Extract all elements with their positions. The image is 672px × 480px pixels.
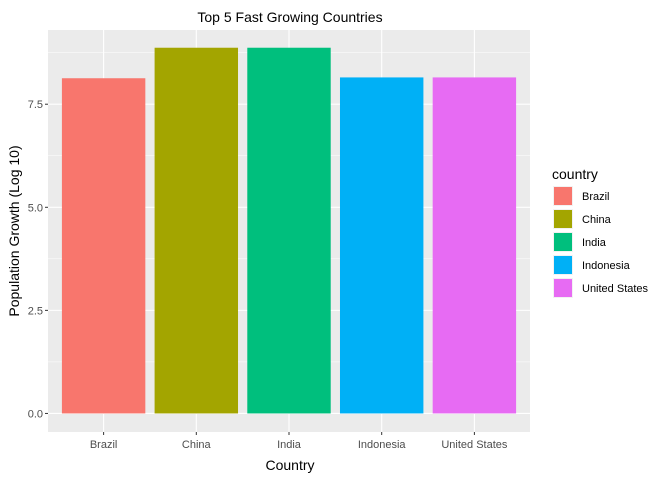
- legend-label: Indonesia: [582, 260, 631, 272]
- y-tick-label: 0.0: [28, 408, 43, 420]
- bar-china: [154, 47, 239, 414]
- legend-swatch: [554, 279, 572, 297]
- y-tick-label: 5.0: [28, 202, 43, 214]
- x-tick-label: China: [182, 439, 212, 451]
- bar-brazil: [61, 78, 146, 414]
- legend-swatch: [554, 210, 572, 228]
- x-axis-title: Country: [265, 457, 314, 473]
- bar-indonesia: [339, 77, 424, 414]
- y-axis-title: Population Growth (Log 10): [6, 145, 22, 316]
- legend-swatch: [554, 187, 572, 205]
- y-tick-label: 7.5: [28, 99, 43, 111]
- x-axis: Brazil China India Indonesia United States: [90, 432, 508, 451]
- legend-label: India: [582, 237, 607, 249]
- y-axis: 0.0 2.5 5.0 7.5: [28, 99, 48, 420]
- chart-title: Top 5 Fast Growing Countries: [197, 9, 382, 25]
- legend-swatch: [554, 256, 572, 274]
- x-tick-label: United States: [441, 439, 508, 451]
- legend-label: United States: [582, 283, 649, 295]
- x-tick-label: India: [277, 439, 302, 451]
- legend: country Brazil China India Indonesia United …: [552, 166, 649, 298]
- x-tick-label: Indonesia: [358, 439, 407, 451]
- legend-swatch: [554, 233, 572, 251]
- y-tick-label: 2.5: [28, 305, 43, 317]
- bar-india: [247, 47, 331, 414]
- legend-label: China: [582, 214, 612, 226]
- legend-title: country: [552, 166, 598, 182]
- bar-united-states: [432, 77, 517, 414]
- legend-label: Brazil: [582, 191, 610, 203]
- bars: [61, 47, 517, 414]
- x-tick-label: Brazil: [90, 439, 118, 451]
